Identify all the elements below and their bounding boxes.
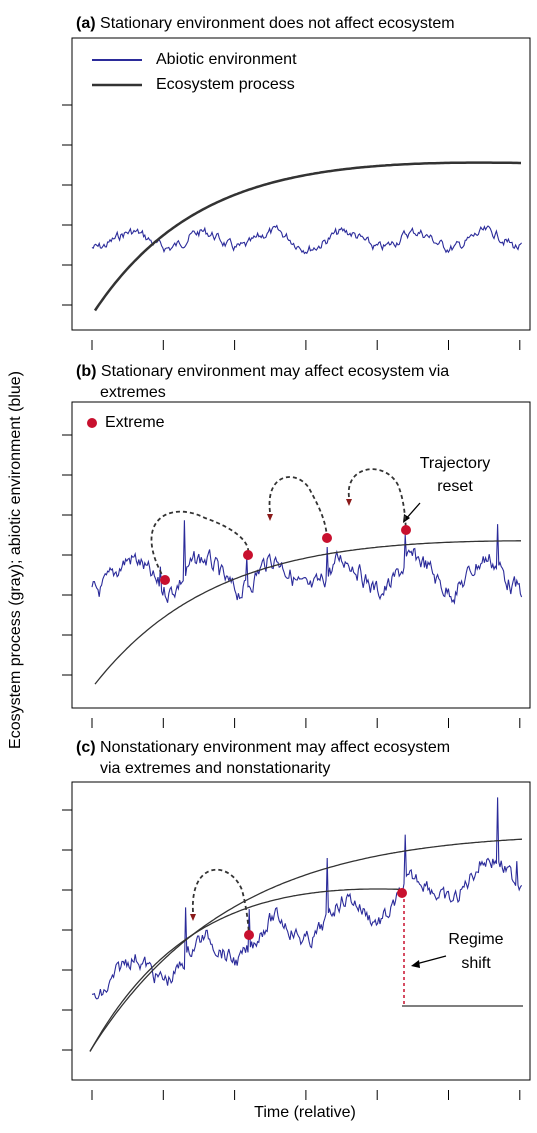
legend-label: Ecosystem process <box>156 76 295 93</box>
annotation: Regime <box>448 931 503 948</box>
annotation: reset <box>437 478 473 495</box>
arrow <box>415 955 447 965</box>
extreme-point <box>244 930 254 940</box>
trajectory <box>348 468 407 531</box>
ecosystem-line <box>94 540 521 685</box>
annotation: shift <box>461 955 491 972</box>
extreme-point <box>322 533 332 543</box>
extreme-point <box>397 888 407 898</box>
abiotic-line <box>91 520 523 605</box>
extreme-point <box>401 525 411 535</box>
trajectory <box>150 510 250 581</box>
arrowhead <box>267 514 273 521</box>
extreme-point <box>160 575 170 585</box>
panel-frame <box>71 781 531 1081</box>
abiotic-line <box>91 797 523 1000</box>
trajectory <box>192 868 250 936</box>
legend-label: Extreme <box>105 414 165 431</box>
panel-title: extremes <box>100 384 166 401</box>
arrowhead <box>411 960 420 968</box>
arrowhead <box>346 499 352 506</box>
extreme-point <box>243 550 253 560</box>
trajectory <box>268 476 328 539</box>
panel-frame <box>71 401 531 709</box>
legend-swatch <box>87 418 97 428</box>
arrowhead <box>190 914 196 921</box>
annotation: Trajectory <box>420 455 491 472</box>
x-axis-label: Time (relative) <box>254 1104 356 1121</box>
panel-title: (b) Stationary environment may affect ec… <box>76 363 449 380</box>
ecosystem-line <box>93 161 521 312</box>
panel-title: via extremes and nonstationarity <box>100 760 330 777</box>
panel-title: (a) Stationary environment does not affe… <box>76 15 455 32</box>
legend-label: Abiotic environment <box>156 51 297 68</box>
panel-frame <box>71 37 531 331</box>
ecosystem-line <box>89 838 523 1052</box>
abiotic-line <box>91 224 523 255</box>
y-axis-label: Ecosystem process (gray); abiotic enviro… <box>7 371 24 749</box>
panel-title: (c) Nonstationary environment may affect… <box>76 739 450 756</box>
